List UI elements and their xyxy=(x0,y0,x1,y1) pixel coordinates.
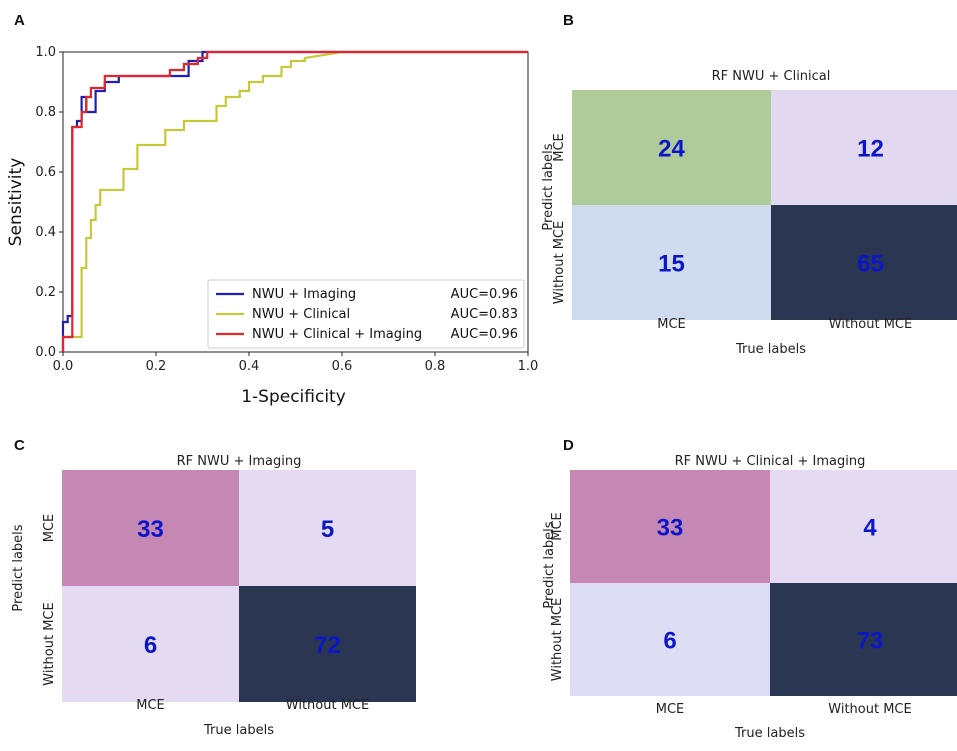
y-tick-label: 0.8 xyxy=(35,105,56,120)
matrix-cell xyxy=(570,470,770,583)
x-tick-label: 0.6 xyxy=(332,359,353,374)
matrix-value: 72 xyxy=(314,632,341,659)
legend-label: NWU + Clinical xyxy=(252,307,350,322)
roc-chart: 0.0 0.2 0.4 0.6 0.8 1.0 0.0 0.2 0.4 0.6 0.8 1.0 1-Sp… xyxy=(6,45,538,407)
matrix-cell xyxy=(572,205,771,320)
x-tick-label: 0.2 xyxy=(146,359,167,374)
matrix-cell xyxy=(570,583,770,696)
y-axis-title: Predict labels xyxy=(541,143,556,230)
y-tick-label: 1.0 xyxy=(35,45,56,60)
matrix-cell xyxy=(771,90,957,205)
legend-box xyxy=(207,279,525,349)
y-tick-label: 0.0 xyxy=(35,345,56,360)
x-tick-label: 0.4 xyxy=(239,359,260,374)
x-category-label: Without MCE xyxy=(828,702,911,717)
roc-curve-2 xyxy=(61,50,528,352)
matrix-value: 33 xyxy=(137,516,164,543)
panel-label-b: B xyxy=(563,12,574,29)
matrix-title: RF NWU + Clinical xyxy=(712,69,831,84)
y-category-label: MCE xyxy=(42,514,57,543)
panel-label-d: D xyxy=(563,437,574,454)
matrix-value: 5 xyxy=(321,516,334,543)
y-category-label: Without MCE xyxy=(552,221,567,304)
y-tick-label: 0.6 xyxy=(35,165,56,180)
matrix-value: 65 xyxy=(857,251,884,278)
x-axis-title: 1-Specificity xyxy=(241,387,346,407)
matrix-value: 73 xyxy=(857,628,884,655)
x-tick-label: 1.0 xyxy=(518,359,539,374)
matrix-value: 12 xyxy=(857,136,884,163)
x-axis-title: True labels xyxy=(203,723,274,738)
matrix-title: RF NWU + Clinical + Imaging xyxy=(675,454,866,469)
matrix-cell xyxy=(239,470,416,586)
matrix-cell xyxy=(239,586,416,702)
matrix-cell xyxy=(62,470,239,586)
matrix-value: 15 xyxy=(658,251,685,278)
matrix-value: 33 xyxy=(657,515,684,542)
matrix-cell xyxy=(770,583,957,696)
matrix-cell xyxy=(770,470,957,583)
legend-label: NWU + Imaging xyxy=(252,287,356,302)
legend-auc: AUC=0.83 xyxy=(451,307,518,322)
x-category-label: MCE xyxy=(656,702,685,717)
matrix-value: 4 xyxy=(863,515,877,542)
x-category-label: Without MCE xyxy=(286,698,369,713)
roc-curve-3 xyxy=(61,50,528,352)
legend-auc: AUC=0.96 xyxy=(451,327,518,342)
y-category-label: MCE xyxy=(550,512,565,541)
x-axis-title: True labels xyxy=(734,726,805,741)
y-axis-title: Predict labels xyxy=(11,524,26,611)
matrix-value: 6 xyxy=(663,628,676,655)
matrix-cell xyxy=(62,586,239,702)
x-category-label: Without MCE xyxy=(829,317,912,332)
legend-auc: AUC=0.96 xyxy=(451,287,518,302)
x-category-label: MCE xyxy=(657,317,686,332)
legend-label: NWU + Clinical + Imaging xyxy=(252,327,422,342)
y-axis-title: Predict labels xyxy=(542,521,557,608)
confusion-matrix-b: RF NWU + Clinical 24 12 15 65 MCE Without MCE T… xyxy=(541,69,957,357)
x-category-label: MCE xyxy=(136,698,165,713)
x-tick-label: 0.0 xyxy=(53,359,74,374)
x-axis-title: True labels xyxy=(735,342,806,357)
y-category-label: MCE xyxy=(552,133,567,162)
panel-label-a: A xyxy=(14,12,25,29)
y-category-label: Without MCE xyxy=(42,602,57,685)
confusion-matrix-d: RF NWU + Clinical + Imaging 33 4 6 73 MCE With… xyxy=(542,454,957,741)
roc-legend: NWU + Imaging AUC=0.96 NWU + Clinical AUC=0… xyxy=(207,279,525,349)
y-tick-label: 0.2 xyxy=(35,285,56,300)
matrix-value: 6 xyxy=(144,632,157,659)
y-tick-label: 0.4 xyxy=(35,225,56,240)
y-axis-title: Sensitivity xyxy=(6,158,26,247)
confusion-matrix-c: RF NWU + Imaging 33 5 6 72 MCE Without MCE True… xyxy=(11,454,416,738)
matrix-cell xyxy=(771,205,957,320)
matrix-title: RF NWU + Imaging xyxy=(177,454,302,469)
matrix-cell xyxy=(572,90,771,205)
x-tick-label: 0.8 xyxy=(425,359,446,374)
panel-label-c: C xyxy=(14,437,25,454)
y-category-label: Without MCE xyxy=(550,598,565,681)
matrix-value: 24 xyxy=(658,136,685,163)
